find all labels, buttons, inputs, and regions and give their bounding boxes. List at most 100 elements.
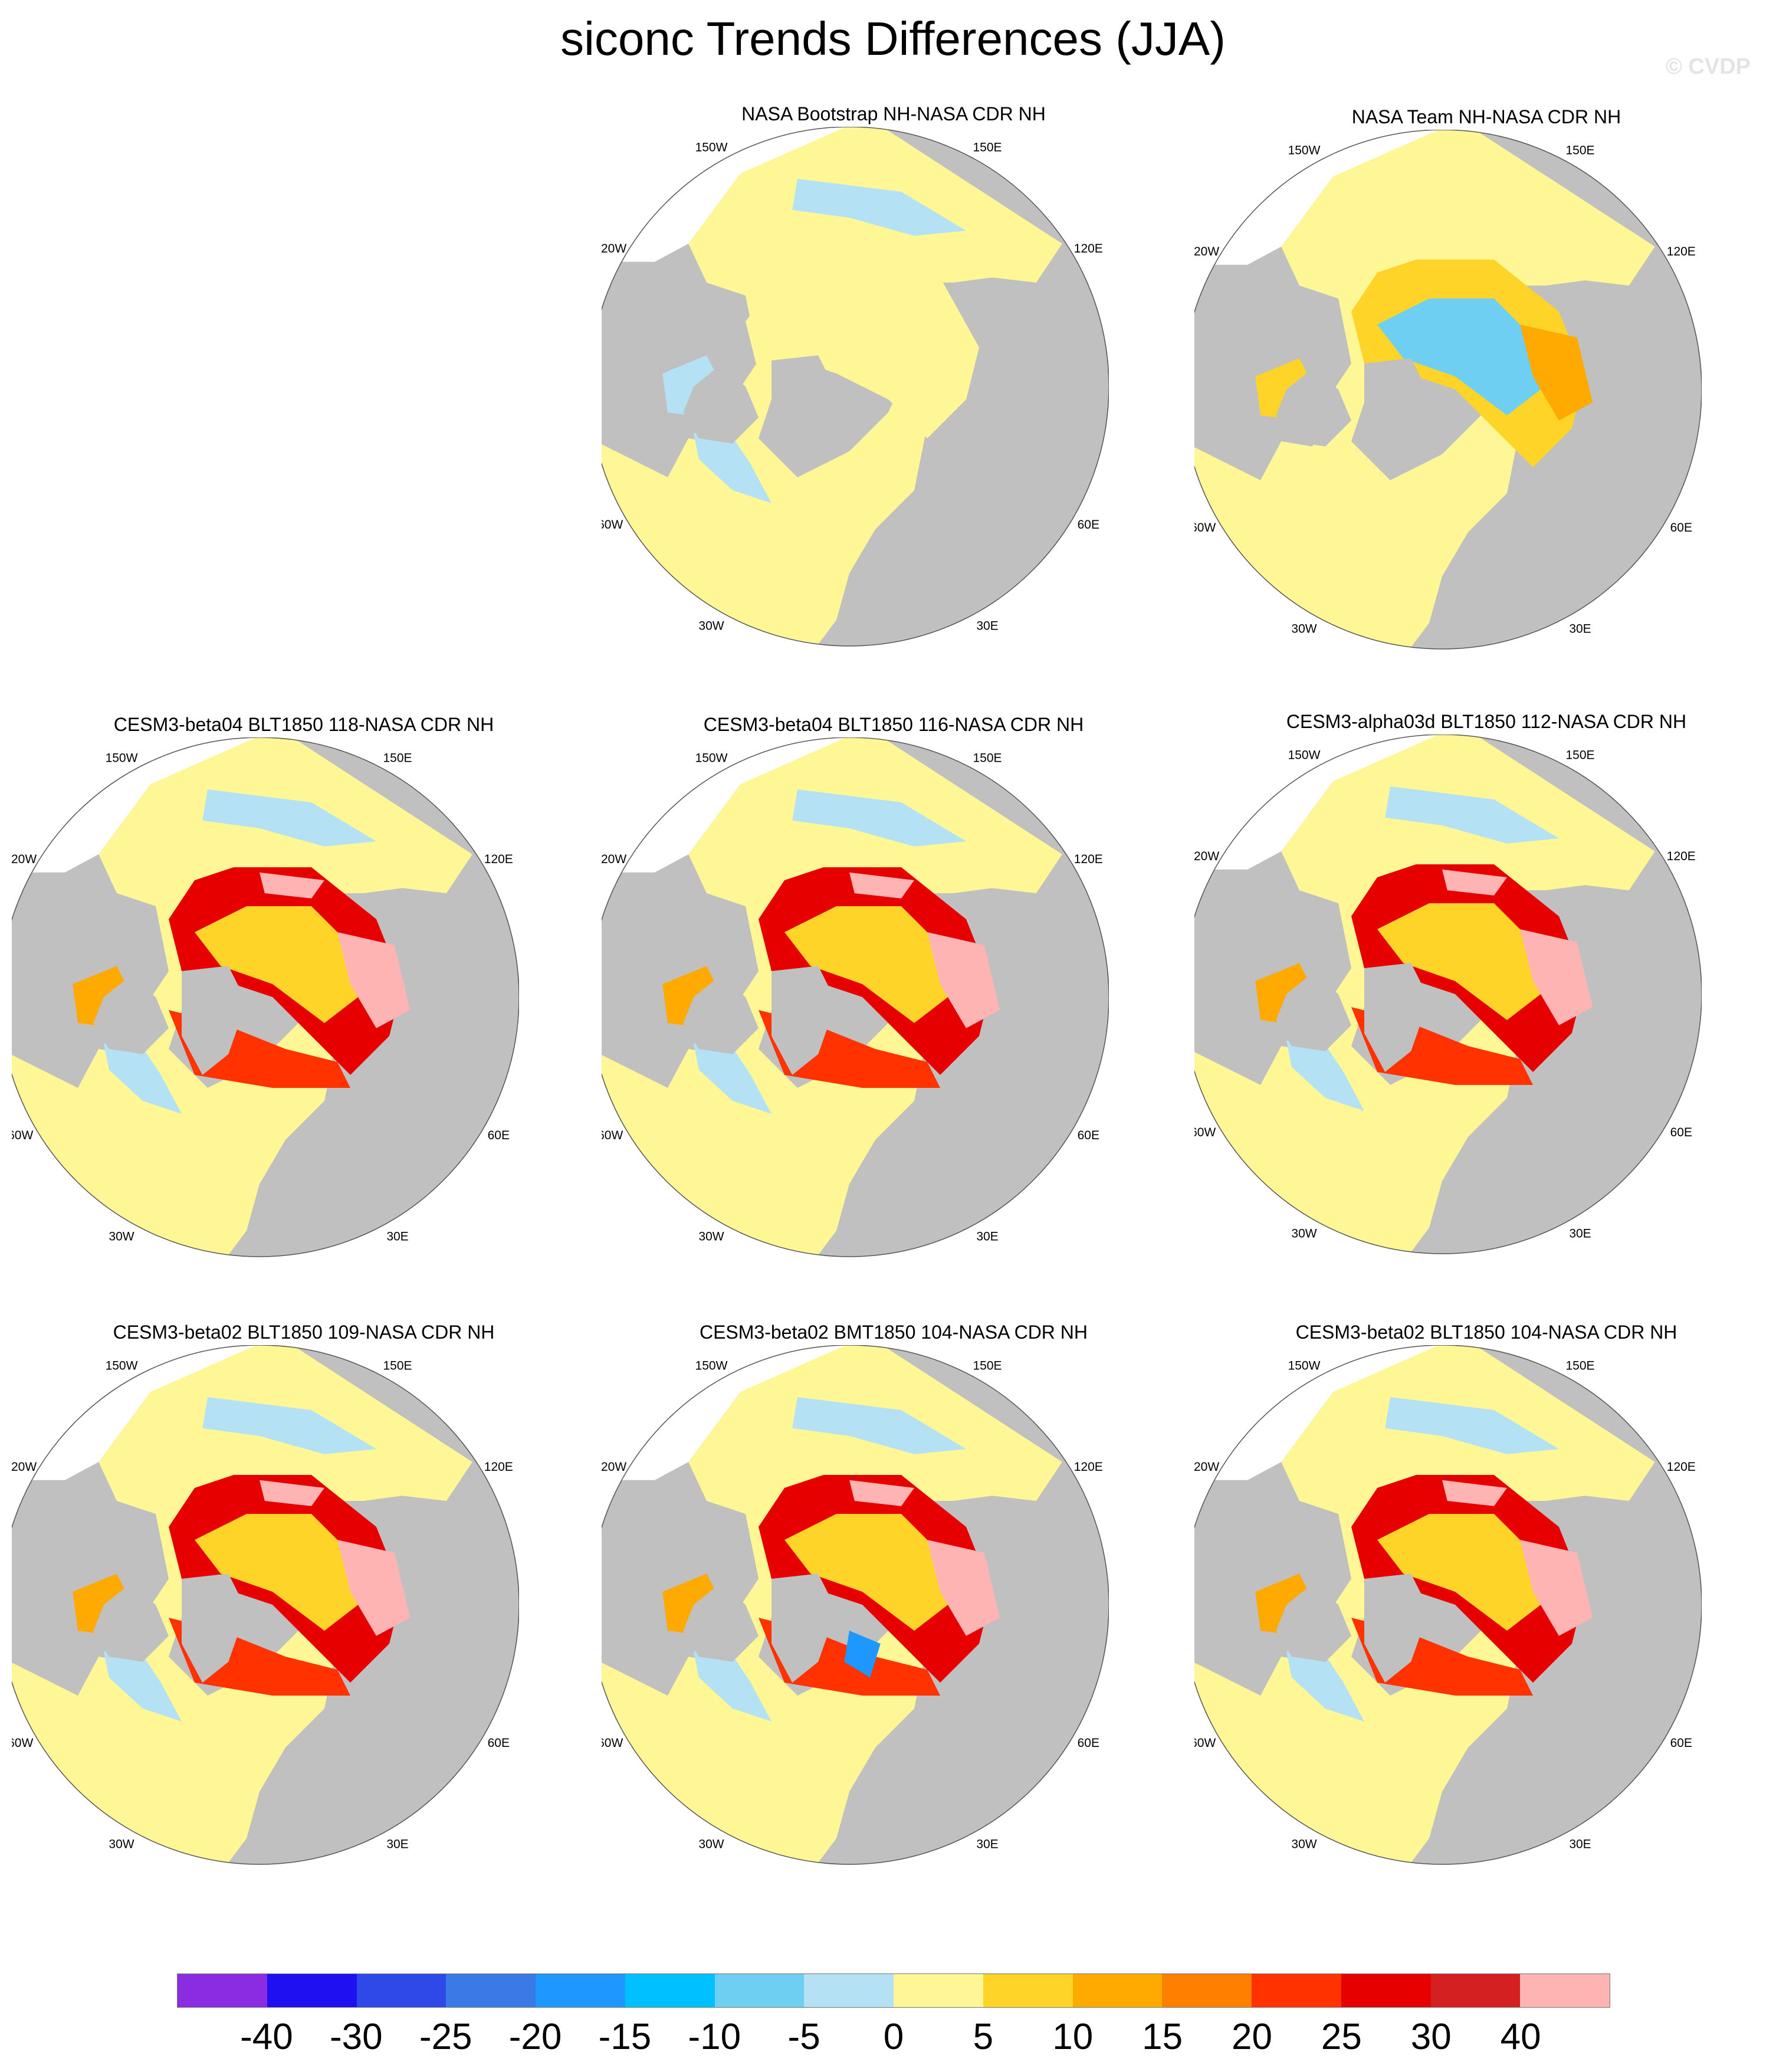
hudson-bay-land (683, 976, 759, 1054)
greenland-land (771, 966, 836, 1075)
lon-label: 150E (1565, 144, 1594, 158)
trend-patch (927, 932, 1000, 1028)
colorbar-label: 10 (1052, 2017, 1094, 2057)
trend-patch (1520, 1540, 1593, 1636)
lon-label: 0 (1439, 659, 1446, 661)
panel-beta04-118: CESM3-beta04 BLT1850 118-NASA CDR NH 180… (12, 714, 596, 1310)
colorbar-swatch (1520, 1974, 1610, 2007)
map-boundary (1194, 130, 1702, 650)
trend-patch (784, 906, 948, 1023)
trend-patch (1377, 1514, 1541, 1631)
lon-label: 120E (484, 853, 513, 866)
ocean-region (12, 1345, 472, 1864)
panel-alpha03d-112: CESM3-alpha03d BLT1850 112-NASA CDR NH 1… (1194, 711, 1778, 1307)
lon-label: 120E (1074, 853, 1103, 866)
trend-patch (1442, 869, 1507, 896)
lon-label: 0 (1439, 1264, 1446, 1266)
polar-map: 180150E120E90E60E30E030W60W90W120W150W (12, 737, 519, 1268)
lon-label: 120E (484, 1460, 513, 1474)
lon-label: 30E (976, 619, 998, 632)
trend-patch (337, 932, 411, 1028)
lon-label: 120E (1667, 245, 1696, 258)
lon-label: 30W (1291, 622, 1316, 635)
lon-label: 30E (976, 1837, 998, 1851)
colorbar-label: 40 (1500, 2017, 1541, 2057)
lon-label: 150E (1565, 749, 1594, 762)
trend-patch (104, 1036, 182, 1114)
colorbar-swatch (267, 1974, 357, 2007)
colorbar-swatch (804, 1974, 894, 2007)
colorbar-swatch (356, 1974, 446, 2007)
trend-patch (694, 1644, 771, 1722)
trend-patch (1377, 903, 1541, 1020)
lon-label: 30E (976, 1230, 998, 1243)
lon-label: 30W (698, 619, 724, 632)
panel-title: CESM3-beta04 BLT1850 118-NASA CDR NH (113, 714, 494, 735)
lon-label: 120W (12, 1460, 37, 1474)
lon-label: 120E (1667, 1460, 1696, 1474)
trend-patch (195, 906, 359, 1023)
trend-patch (694, 425, 771, 503)
lon-label: 150E (973, 752, 1002, 765)
lon-label: 0 (256, 1267, 263, 1268)
colorbar-label: -10 (688, 2017, 741, 2057)
map-boundary (1194, 1345, 1702, 1865)
lon-label: 30E (386, 1837, 408, 1851)
trend-patch (1520, 929, 1593, 1025)
trend-patch (104, 1644, 182, 1722)
lon-label: 30E (386, 1230, 408, 1243)
trend-patch (1286, 1644, 1364, 1722)
colorbar-swatch (714, 1974, 805, 2007)
lon-label: 60W (602, 1129, 623, 1142)
trend-patch (202, 1397, 376, 1454)
polar-map: 180150E120E90E60E30E030W60W90W120W150W (1194, 130, 1702, 661)
trend-patch (1385, 182, 1559, 239)
hudson-bay-land (1276, 973, 1351, 1051)
colorbar-label: 15 (1142, 2017, 1183, 2057)
lon-label: 150E (973, 1359, 1002, 1373)
lon-label: 60E (488, 1736, 510, 1750)
polar-map: 180150E120E90E60E30E030W60W90W120W150W (1194, 735, 1702, 1266)
lon-label: 30W (698, 1837, 724, 1851)
colorbar-swatch (894, 1974, 983, 2007)
lon-label: 30E (1569, 1227, 1591, 1240)
trend-patch (1385, 1397, 1559, 1454)
greenland-land (1364, 1573, 1429, 1683)
lon-label: 60W (1194, 1736, 1216, 1750)
lon-label: 120W (1194, 1460, 1219, 1474)
lon-label: 120W (602, 242, 626, 255)
lon-label: 30W (698, 1230, 724, 1243)
trend-patch (792, 1397, 966, 1454)
polar-map: 180150E120E90E60E30E030W60W90W120W150W (602, 127, 1109, 658)
lon-label: 150W (106, 752, 138, 765)
lon-label: 60W (12, 1736, 33, 1750)
panel-beta02-blt-104: CESM3-beta02 BLT1850 104-NASA CDR NH 180… (1194, 1322, 1778, 1917)
map-boundary (602, 737, 1109, 1257)
colorbar-label: 5 (973, 2017, 994, 2057)
polar-map: 180150E120E90E60E30E030W60W90W120W150W (602, 737, 1109, 1268)
lon-label: 30E (1569, 622, 1591, 635)
trend-patch (849, 1480, 914, 1506)
colorbar-swatch (625, 1974, 715, 2007)
colorbar-label: -20 (508, 2017, 562, 2057)
colorbar-swatch (1162, 1974, 1252, 2007)
lon-label: 120W (1194, 245, 1219, 258)
ocean-region (602, 1345, 1062, 1864)
trend-patch (337, 1540, 411, 1636)
lon-label: 60E (488, 1129, 510, 1142)
polar-map: 180150E120E90E60E30E030W60W90W120W150W (12, 1345, 519, 1876)
hudson-bay-land (683, 365, 759, 444)
lon-label: 30W (1291, 1227, 1316, 1240)
map-boundary (12, 737, 519, 1257)
lon-label: 150W (1288, 749, 1321, 762)
map-boundary (12, 1345, 519, 1865)
lon-label: 150E (383, 1359, 412, 1373)
lon-label: 60W (1194, 1126, 1216, 1139)
lon-label: 0 (846, 1874, 853, 1876)
lon-label: 60W (12, 1129, 33, 1142)
lon-label: 150W (695, 1359, 728, 1373)
lon-label: 0 (846, 656, 853, 658)
lon-label: 120E (1667, 850, 1696, 863)
map-boundary (602, 1345, 1109, 1865)
trend-patch (1385, 786, 1559, 844)
